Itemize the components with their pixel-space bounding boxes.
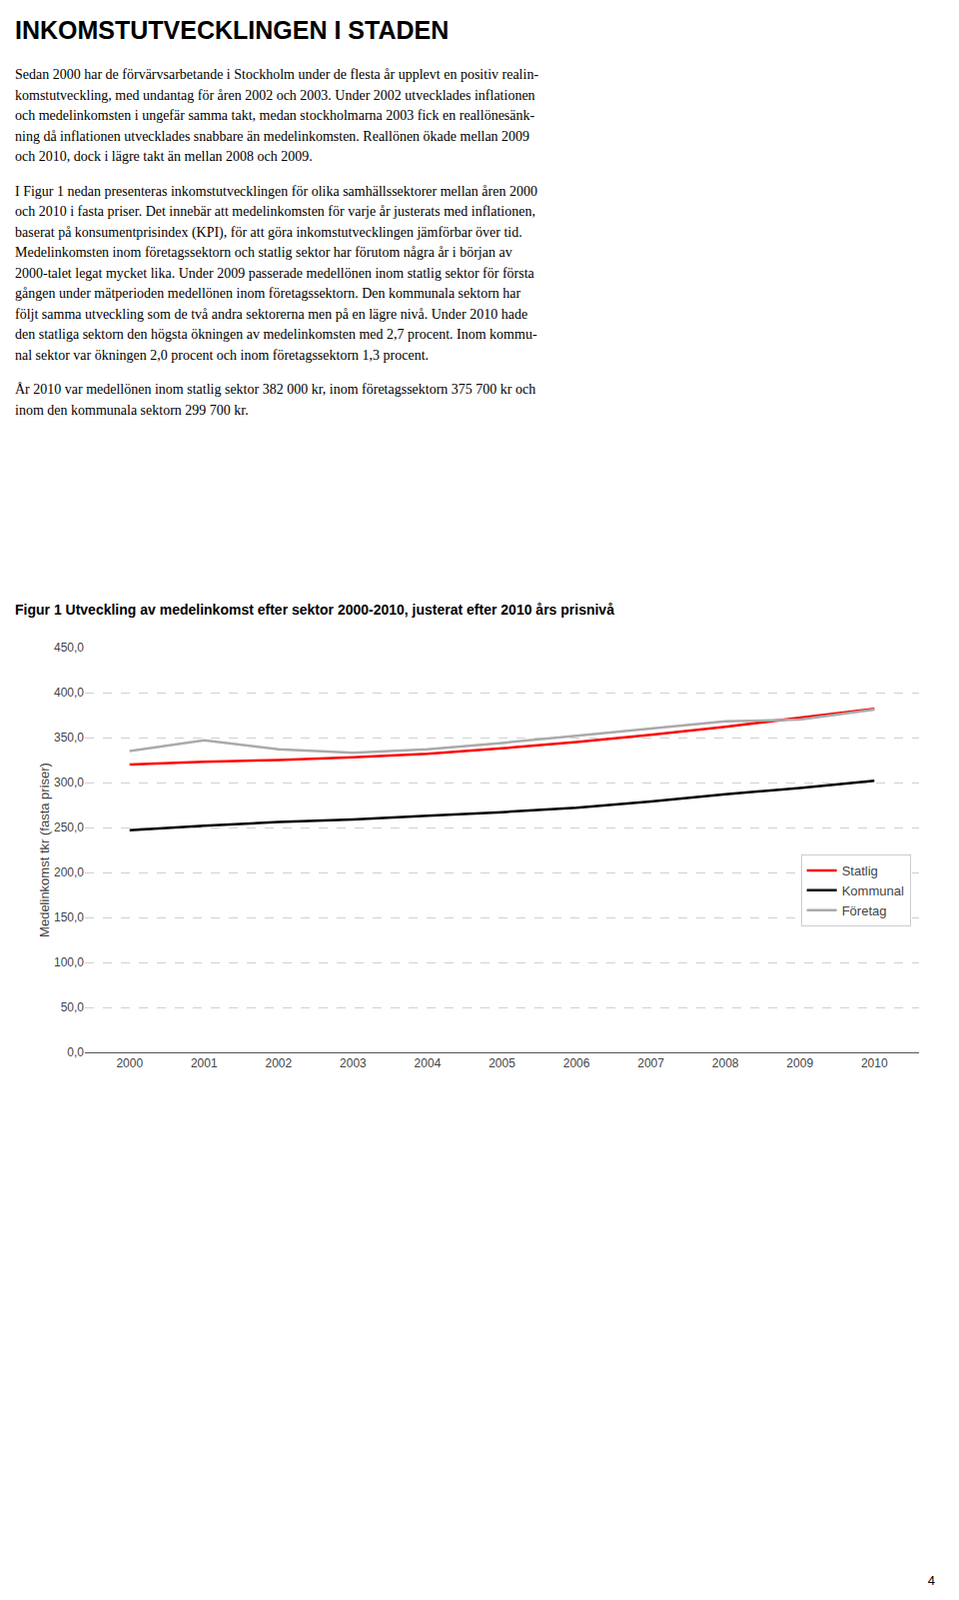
svg-text:2002: 2002 <box>264 1055 292 1070</box>
svg-text:2004: 2004 <box>414 1055 442 1070</box>
svg-text:350,0: 350,0 <box>53 730 84 745</box>
html-text:gången under mätperioden medel: gången under mätperioden medellönen inom… <box>14 285 521 301</box>
svg-text:2010: 2010 <box>861 1055 889 1070</box>
html-text:och medelinkomsten i ungefär s: och medelinkomsten i ungefär samma takt,… <box>14 107 535 123</box>
svg-text:400,0: 400,0 <box>53 685 84 700</box>
html-text:INKOMSTUTVECKLINGEN I STADEN: INKOMSTUTVECKLINGEN I STADEN <box>14 15 449 44</box>
svg-text:2005: 2005 <box>488 1055 516 1070</box>
svg-text:250,0: 250,0 <box>53 820 84 835</box>
html-text:År 2010 var medellönen inom st: År 2010 var medellönen inom statlig sekt… <box>14 381 536 397</box>
svg-text:50,0: 50,0 <box>60 999 85 1014</box>
svg-text:2003: 2003 <box>339 1055 367 1070</box>
html-text:och 2010 i fasta priser. Det i: och 2010 i fasta priser. Det innebär att… <box>14 203 536 219</box>
html-text:följt samma utveckling som de: följt samma utveckling som de två andra … <box>14 306 528 322</box>
svg-text:450,0: 450,0 <box>53 640 84 655</box>
html-text:4: 4 <box>927 1572 936 1588</box>
html-text:inom den kommunala sektorn 299: inom den kommunala sektorn 299 700 kr. <box>14 402 249 418</box>
html-text:2000-talet legat mycket lika.: 2000-talet legat mycket lika. Under 2009… <box>14 265 535 281</box>
html-text:nal sektor var ökningen 2,0 pr: nal sektor var ökningen 2,0 procent och … <box>14 347 429 363</box>
html-text:baserat på konsumentprisindex: baserat på konsumentprisindex (KPI), för… <box>14 224 523 240</box>
html-text:Medelinkomsten inom företagsse: Medelinkomsten inom företagssektorn och … <box>14 244 513 260</box>
html-text:den statliga sektorn den högst: den statliga sektorn den högsta ökningen… <box>14 326 538 342</box>
svg-text:2007: 2007 <box>637 1055 665 1070</box>
svg-text:2006: 2006 <box>563 1055 591 1070</box>
svg-text:0,0: 0,0 <box>66 1044 84 1059</box>
svg-text:200,0: 200,0 <box>53 865 84 880</box>
html-text:och 2010, dock i lägre takt än: och 2010, dock i lägre takt än mellan 20… <box>14 148 313 164</box>
svg-text:300,0: 300,0 <box>53 775 84 790</box>
svg-text:100,0: 100,0 <box>53 955 84 969</box>
html-text:komstutveckling, med undantag: komstutveckling, med undantag för åren 2… <box>14 87 536 103</box>
svg-text:Medelinkomst tkr (fasta priser: Medelinkomst tkr (fasta priser) <box>36 762 52 938</box>
svg-text:2009: 2009 <box>786 1055 814 1070</box>
svg-text:Statlig: Statlig <box>842 863 879 879</box>
svg-text:2001: 2001 <box>190 1055 218 1070</box>
svg-text:Företag: Företag <box>842 903 888 919</box>
svg-text:150,0: 150,0 <box>53 910 84 925</box>
html-text:Sedan 2000 har de förvärvsarbe: Sedan 2000 har de förvärvsarbetande i St… <box>14 66 539 82</box>
svg-text:Figur 1 Utveckling av medelink: Figur 1 Utveckling av medelinkomst efter… <box>14 601 615 618</box>
svg-text:2000: 2000 <box>115 1055 143 1070</box>
svg-text:2008: 2008 <box>712 1055 740 1070</box>
svg-text:Kommunal: Kommunal <box>842 883 905 899</box>
html-text:ning då inflationen utvecklade: ning då inflationen utvecklades snabbare… <box>14 128 530 144</box>
html-text:I Figur 1 nedan presenteras in: I Figur 1 nedan presenteras inkomstutvec… <box>14 183 538 199</box>
